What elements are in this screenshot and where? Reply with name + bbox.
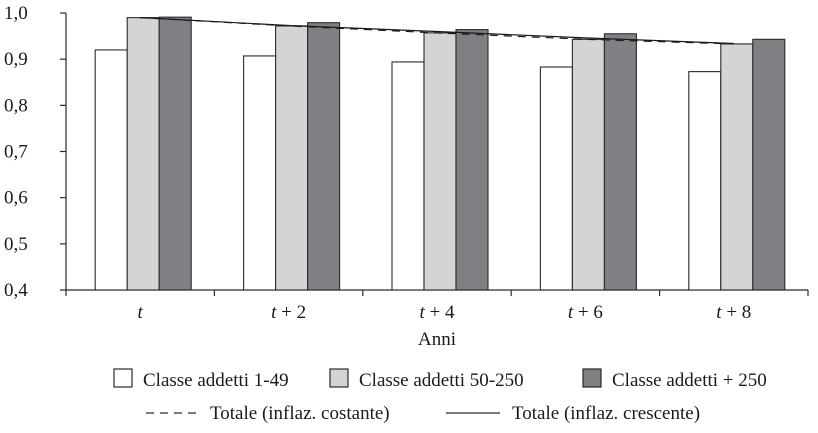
y-tick-label-3: 0,7 bbox=[4, 142, 28, 163]
line-series-2 bbox=[140, 17, 734, 45]
bar-3-3 bbox=[455, 29, 489, 291]
bar-1-4 bbox=[539, 66, 573, 291]
y-tick-label-0: 0,4 bbox=[4, 280, 28, 301]
bar-1-5 bbox=[688, 71, 722, 291]
legend-label-series-2: Classe addetti 50-250 bbox=[359, 370, 524, 391]
y-tick-label-1: 0,5 bbox=[4, 234, 28, 255]
y-tick-label-4: 0,8 bbox=[4, 95, 28, 116]
legend-item-series-2: Classe addetti 50-250 bbox=[329, 368, 524, 391]
x-tick-label-1: t bbox=[138, 302, 144, 323]
legend-item-line-dashed: Totale (inflaz. costante) bbox=[146, 403, 390, 424]
bar-3-5 bbox=[752, 38, 786, 291]
bar-3-4 bbox=[603, 33, 637, 291]
x-tick-label-5: t + 8 bbox=[716, 302, 751, 323]
legend-swatch-series-1 bbox=[113, 368, 133, 388]
bar-1-1 bbox=[94, 49, 128, 291]
legend-item-series-1: Classe addetti 1-49 bbox=[113, 368, 289, 391]
legend-label-series-3: Classe addetti + 250 bbox=[612, 370, 767, 391]
legend-swatch-series-3 bbox=[582, 368, 602, 388]
bar-1-3 bbox=[391, 61, 425, 291]
legend-item-series-3: Classe addetti + 250 bbox=[582, 368, 767, 391]
bar-1-2 bbox=[243, 55, 277, 291]
bar-2-2 bbox=[275, 25, 309, 291]
legend-swatch-series-2 bbox=[329, 368, 349, 388]
x-tick-label-3: t + 4 bbox=[420, 302, 455, 323]
bar-3-1 bbox=[158, 16, 192, 291]
bar-2-5 bbox=[720, 43, 754, 291]
bar-2-4 bbox=[571, 38, 605, 291]
legend: Classe addetti 1-49 Classe addetti 50-25… bbox=[113, 368, 767, 424]
x-tick-label-2: t + 2 bbox=[271, 302, 306, 323]
plot-area: 0,4 0,5 0,6 0,7 0,8 0,9 1,0 t t + 2 t + 4 t + 6 t +… bbox=[4, 3, 809, 323]
y-tick-label-6: 1,0 bbox=[4, 3, 28, 24]
bar-3-2 bbox=[307, 22, 341, 291]
legend-item-line-solid: Totale (inflaz. crescente) bbox=[446, 403, 700, 424]
bar-2-3 bbox=[423, 32, 457, 291]
legend-label-line-solid: Totale (inflaz. crescente) bbox=[512, 403, 700, 424]
bar-2-1 bbox=[126, 17, 160, 291]
y-tick-label-2: 0,6 bbox=[4, 188, 28, 209]
x-axis-title: Anni bbox=[418, 329, 456, 350]
legend-label-series-1: Classe addetti 1-49 bbox=[143, 370, 289, 391]
legend-label-line-dashed: Totale (inflaz. costante) bbox=[210, 403, 390, 424]
y-tick-label-5: 0,9 bbox=[4, 49, 28, 70]
x-tick-label-4: t + 6 bbox=[568, 302, 603, 323]
